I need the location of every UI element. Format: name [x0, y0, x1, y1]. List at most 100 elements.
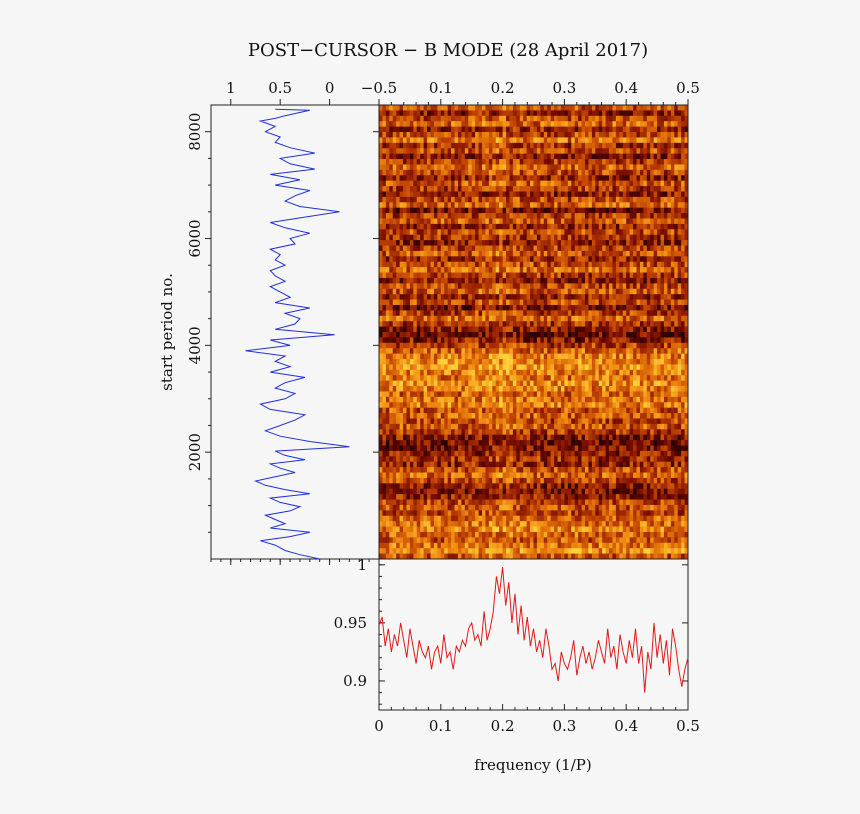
- heatmap-cell: [416, 240, 421, 246]
- heatmap-cell: [533, 256, 538, 263]
- heatmap-cell: [543, 196, 548, 203]
- heatmap-cell: [423, 137, 428, 144]
- heatmap-cell: [396, 250, 400, 257]
- heatmap-cell: [516, 348, 521, 355]
- heatmap-cell: [478, 169, 483, 176]
- heatmap-cell: [461, 240, 466, 246]
- heatmap-cell: [454, 180, 459, 187]
- heatmap-cell: [663, 353, 668, 360]
- heatmap-cell: [598, 304, 603, 311]
- heatmap-cell: [643, 332, 648, 338]
- heatmap-cell: [499, 256, 503, 263]
- heatmap-cell: [413, 337, 418, 344]
- heatmap-cell: [612, 234, 617, 241]
- heatmap-cell: [437, 386, 442, 392]
- heatmap-cell: [567, 245, 572, 252]
- heatmap-cell: [657, 218, 661, 225]
- heatmap-cell: [523, 396, 528, 403]
- heatmap-cell: [488, 229, 493, 236]
- heatmap-cell: [475, 121, 479, 128]
- heatmap-cell: [564, 267, 569, 273]
- heatmap-cell: [663, 310, 668, 317]
- heatmap-cell: [379, 196, 383, 203]
- heatmap-cell: [550, 218, 555, 225]
- heatmap-cell: [567, 137, 572, 144]
- heatmap-cell: [684, 229, 689, 236]
- heatmap-cell: [536, 342, 541, 349]
- heatmap-cell: [385, 105, 390, 111]
- heatmap-cell: [454, 332, 459, 338]
- heatmap-cell: [619, 207, 624, 214]
- heatmap-cell: [560, 321, 565, 327]
- heatmap-cell: [519, 110, 524, 117]
- heatmap-cell: [560, 261, 565, 268]
- heatmap-cell: [526, 332, 531, 338]
- heatmap-cell: [468, 386, 473, 392]
- heatmap-cell: [506, 310, 510, 317]
- heatmap-cell: [557, 240, 562, 246]
- heatmap-cell: [571, 250, 576, 257]
- heatmap-cell: [560, 326, 565, 333]
- heatmap-cell: [612, 121, 617, 128]
- heatmap-cell: [667, 191, 672, 198]
- heatmap-cell: [643, 315, 648, 322]
- heatmap-cell: [550, 207, 555, 214]
- heatmap-cell: [416, 326, 421, 333]
- heatmap-cell: [523, 159, 528, 165]
- heatmap-cell: [392, 326, 397, 333]
- heatmap-cell: [430, 288, 435, 295]
- heatmap-cell: [440, 375, 445, 382]
- heatmap-cell: [619, 245, 624, 252]
- heatmap-cell: [581, 207, 586, 214]
- heatmap-cell: [444, 245, 449, 252]
- heatmap-cell: [677, 283, 682, 290]
- heatmap-cell: [488, 364, 493, 371]
- heatmap-cell: [591, 386, 596, 392]
- heatmap-cell: [468, 234, 473, 241]
- heatmap-cell: [413, 375, 418, 382]
- heatmap-cell: [591, 196, 596, 203]
- heatmap-cell: [650, 261, 655, 268]
- heatmap-cell: [639, 359, 644, 365]
- heatmap-cell: [554, 175, 558, 182]
- heatmap-cell: [506, 337, 510, 344]
- heatmap-cell: [653, 180, 658, 187]
- heatmap-cell: [533, 169, 538, 176]
- heatmap-cell: [670, 261, 675, 268]
- heatmap-cell: [385, 304, 390, 311]
- heatmap-cell: [677, 126, 682, 133]
- heatmap-cell: [416, 256, 421, 263]
- heatmap-cell: [437, 267, 442, 273]
- heatmap-cell: [598, 375, 603, 382]
- heatmap-cell: [540, 326, 545, 333]
- heatmap-cell: [612, 326, 617, 333]
- heatmap-cell: [409, 391, 414, 398]
- heatmap-cell: [516, 342, 521, 349]
- heatmap-cell: [399, 207, 404, 214]
- heatmap-cell: [457, 169, 462, 176]
- heatmap-cell: [547, 110, 552, 117]
- heatmap-cell: [464, 240, 469, 246]
- heatmap-cell: [409, 153, 414, 160]
- heatmap-cell: [533, 261, 538, 268]
- heatmap-cell: [588, 375, 593, 382]
- heatmap-cell: [444, 380, 449, 387]
- heatmap-cell: [526, 137, 531, 144]
- heatmap-cell: [585, 121, 589, 128]
- heatmap-cell: [581, 277, 586, 284]
- heatmap-cell: [461, 321, 466, 327]
- heatmap-cell: [506, 375, 510, 382]
- heatmap-cell: [447, 353, 452, 360]
- heatmap-cell: [506, 153, 510, 160]
- heatmap-cell: [433, 310, 438, 317]
- heatmap-cell: [495, 267, 500, 273]
- heatmap-cell: [482, 213, 486, 219]
- heatmap-cell: [447, 267, 452, 273]
- heatmap-cell: [684, 213, 689, 219]
- heatmap-cell: [581, 142, 586, 149]
- heatmap-cell: [502, 137, 507, 144]
- heatmap-cell: [519, 153, 524, 160]
- heatmap-cell: [495, 337, 500, 344]
- heatmap-cell: [427, 332, 431, 338]
- heatmap-cell: [485, 234, 490, 241]
